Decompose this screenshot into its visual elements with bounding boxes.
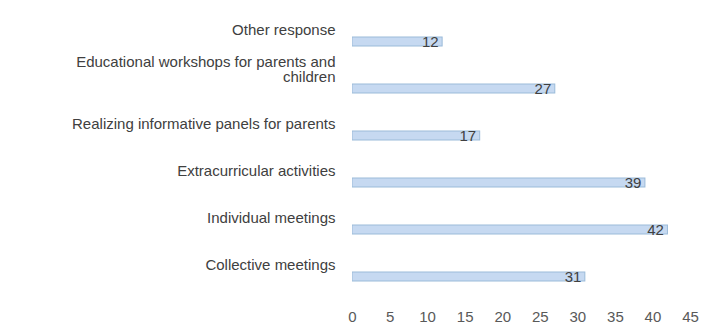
svg-text:39: 39: [625, 174, 642, 191]
svg-text:27: 27: [535, 80, 552, 97]
svg-text:42: 42: [647, 221, 664, 238]
svg-text:10: 10: [419, 308, 436, 325]
svg-text:0: 0: [348, 308, 356, 325]
svg-text:30: 30: [569, 308, 586, 325]
svg-text:Educational workshops for pare: Educational workshops for parents andchi…: [76, 53, 335, 85]
svg-text:40: 40: [645, 308, 662, 325]
svg-text:15: 15: [457, 308, 474, 325]
svg-text:20: 20: [494, 308, 511, 325]
svg-text:12: 12: [422, 33, 439, 50]
svg-text:45: 45: [682, 308, 699, 325]
svg-text:Other response: Other response: [232, 21, 335, 38]
svg-text:Realizing informative panels f: Realizing informative panels for parents: [72, 115, 335, 132]
svg-text:Individual meetings: Individual meetings: [207, 209, 335, 226]
svg-text:5: 5: [386, 308, 394, 325]
svg-text:Collective meetings: Collective meetings: [205, 256, 335, 273]
svg-text:35: 35: [607, 308, 624, 325]
svg-text:31: 31: [565, 268, 582, 285]
svg-text:17: 17: [460, 127, 477, 144]
svg-text:Extracurricular activities: Extracurricular activities: [177, 162, 335, 179]
svg-text:25: 25: [532, 308, 549, 325]
